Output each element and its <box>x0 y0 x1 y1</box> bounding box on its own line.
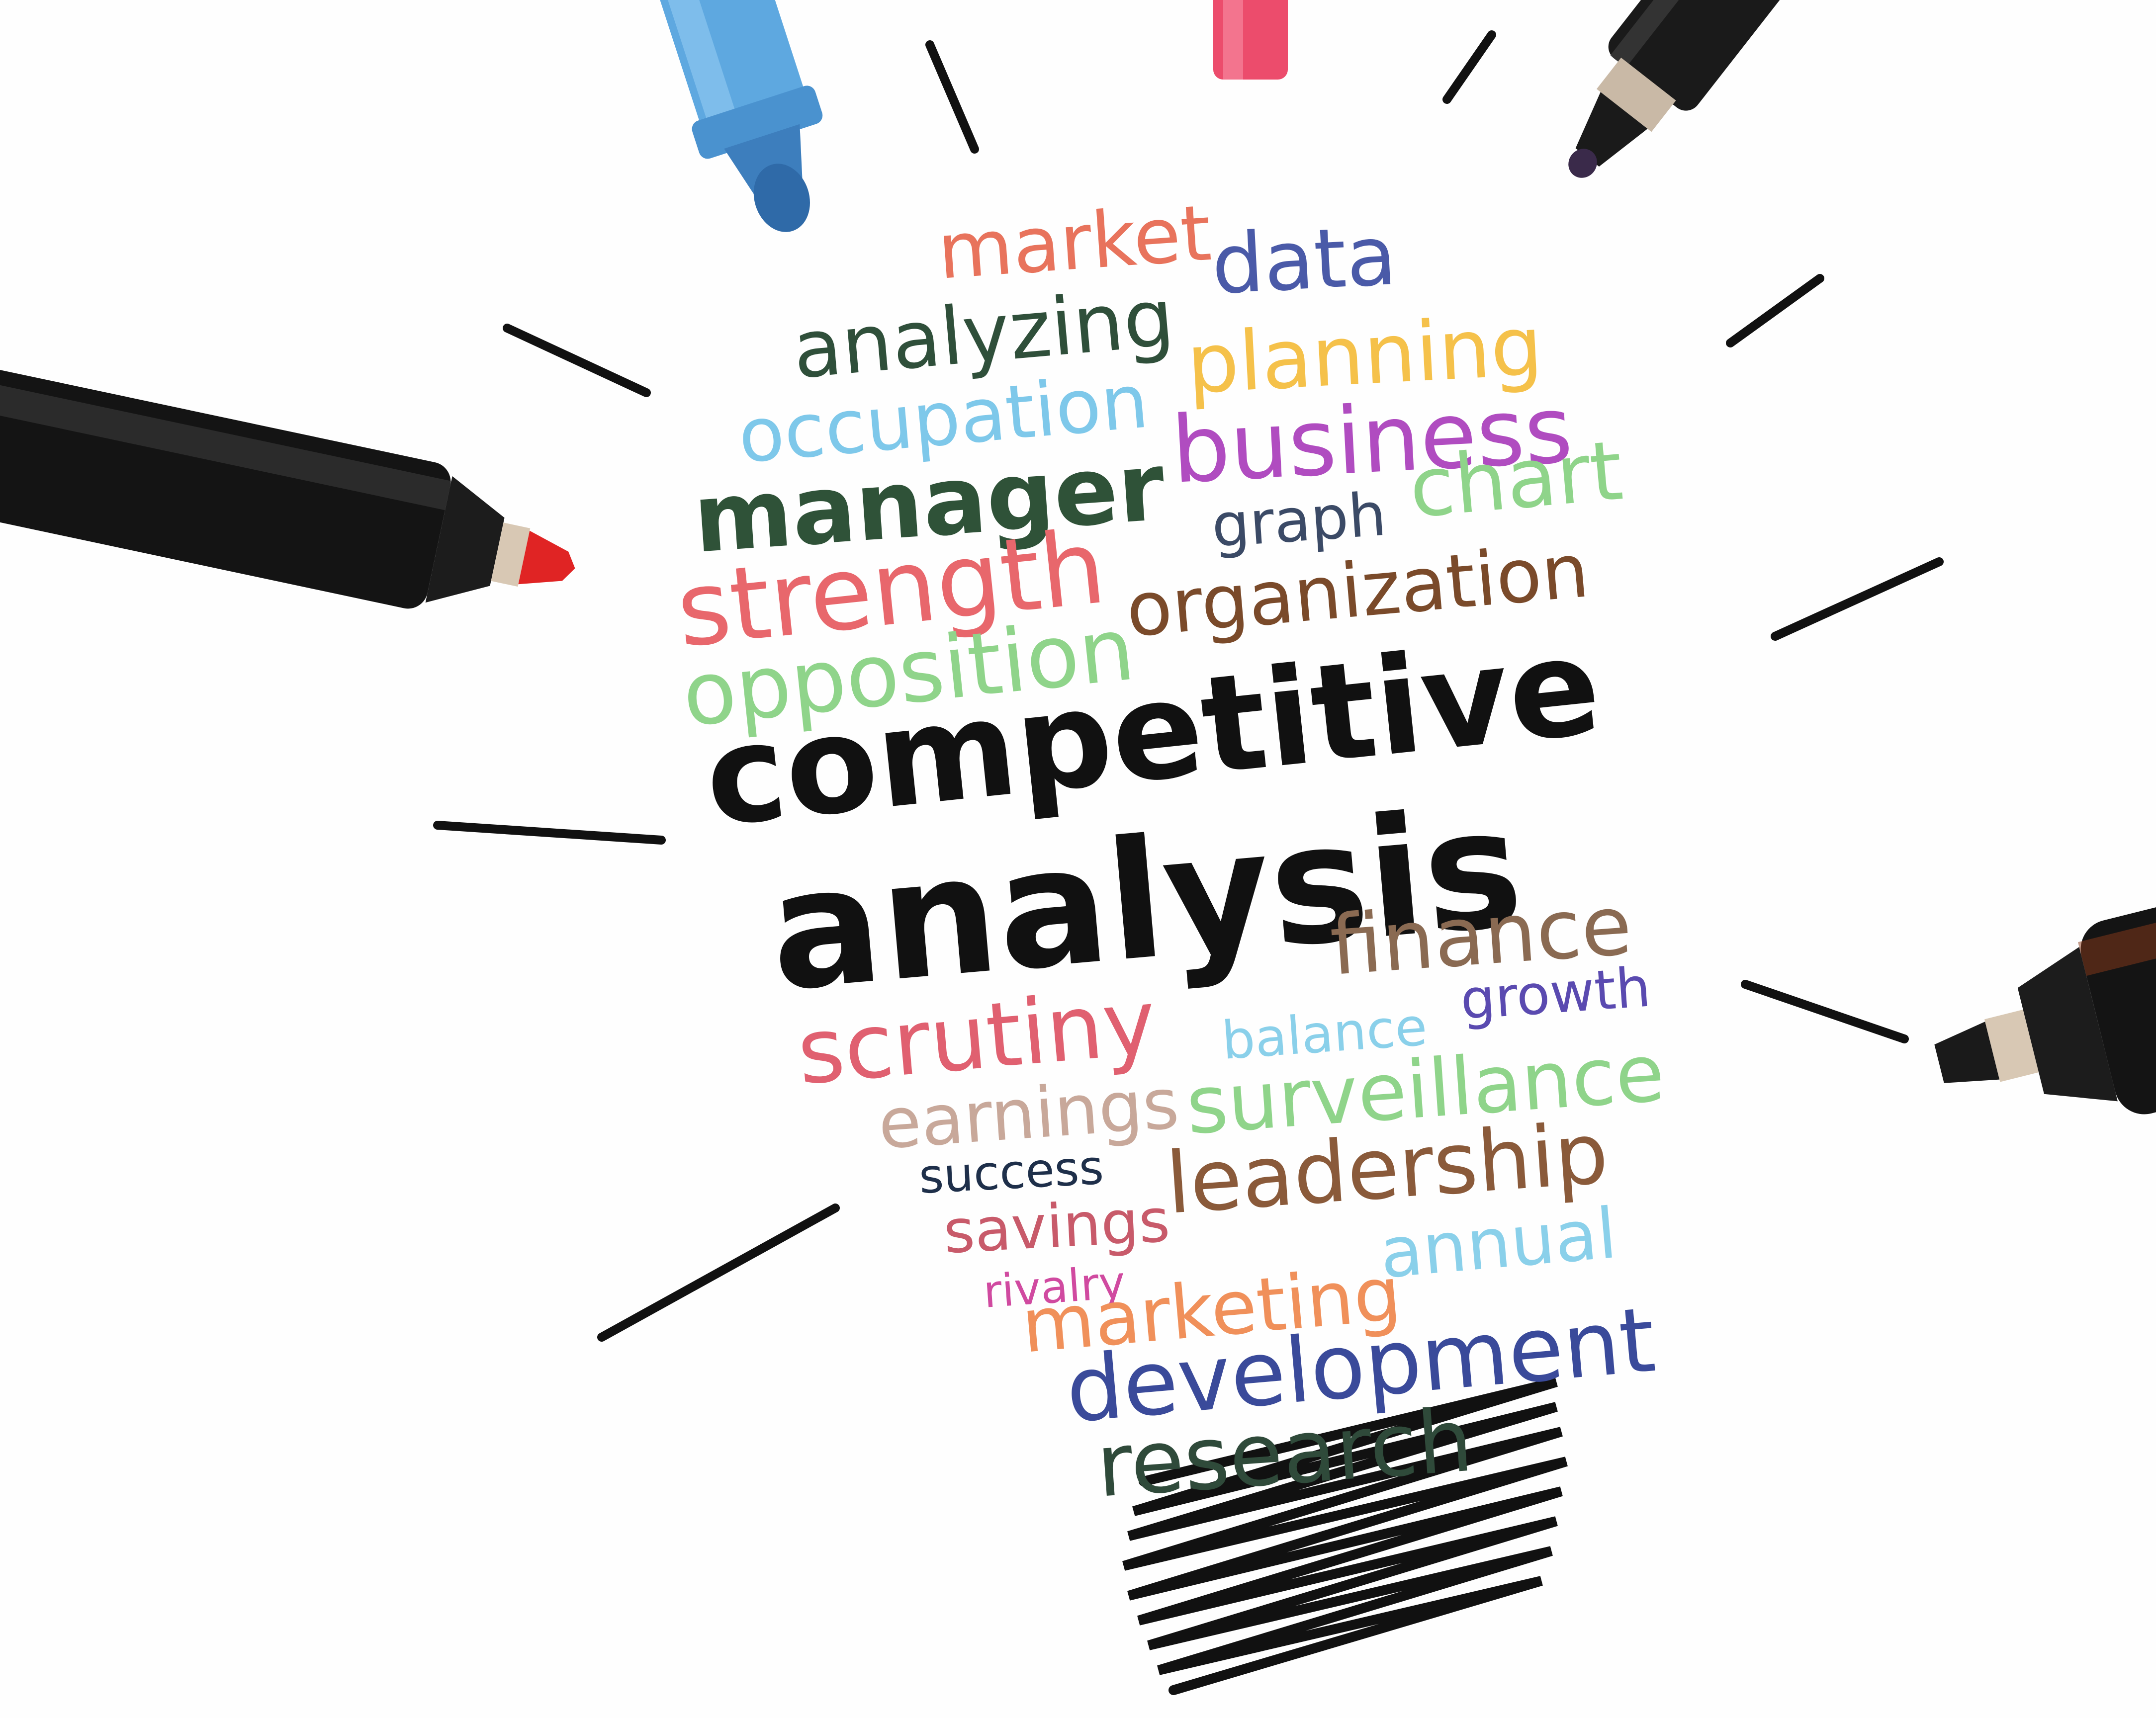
word-finance: finance <box>1327 877 1634 994</box>
word-savings: savings <box>942 1186 1171 1267</box>
ray <box>1741 980 1909 1043</box>
light-rays <box>433 30 1944 1342</box>
ray <box>503 324 651 397</box>
ray <box>433 821 666 845</box>
ray <box>925 40 979 154</box>
word-balance: balance <box>1220 996 1429 1071</box>
word-chart: chart <box>1406 423 1626 536</box>
word-success: success <box>917 1140 1105 1204</box>
lightbulb-icon: market analyzing data occupation plannin… <box>671 188 1667 1517</box>
word-planning: planning <box>1184 298 1545 412</box>
word-rivalry: rivalry <box>982 1256 1127 1318</box>
red-marker-icon <box>0 369 575 609</box>
pink-marker-icon <box>1213 0 1288 80</box>
black-marker-icon <box>1568 0 1842 178</box>
black-marker-icon <box>1934 861 2156 1115</box>
word-business: business <box>1169 376 1575 504</box>
word-data: data <box>1209 208 1399 313</box>
word-growth: growth <box>1458 955 1653 1032</box>
bulb-base-scribble <box>1122 1377 1568 1695</box>
ray <box>1726 274 1824 347</box>
blue-marker-icon <box>647 0 823 232</box>
ray <box>597 1203 840 1342</box>
ray <box>1771 557 1944 641</box>
word-market: market <box>935 188 1214 297</box>
word-graph: graph <box>1209 480 1388 561</box>
ray <box>1442 30 1496 104</box>
